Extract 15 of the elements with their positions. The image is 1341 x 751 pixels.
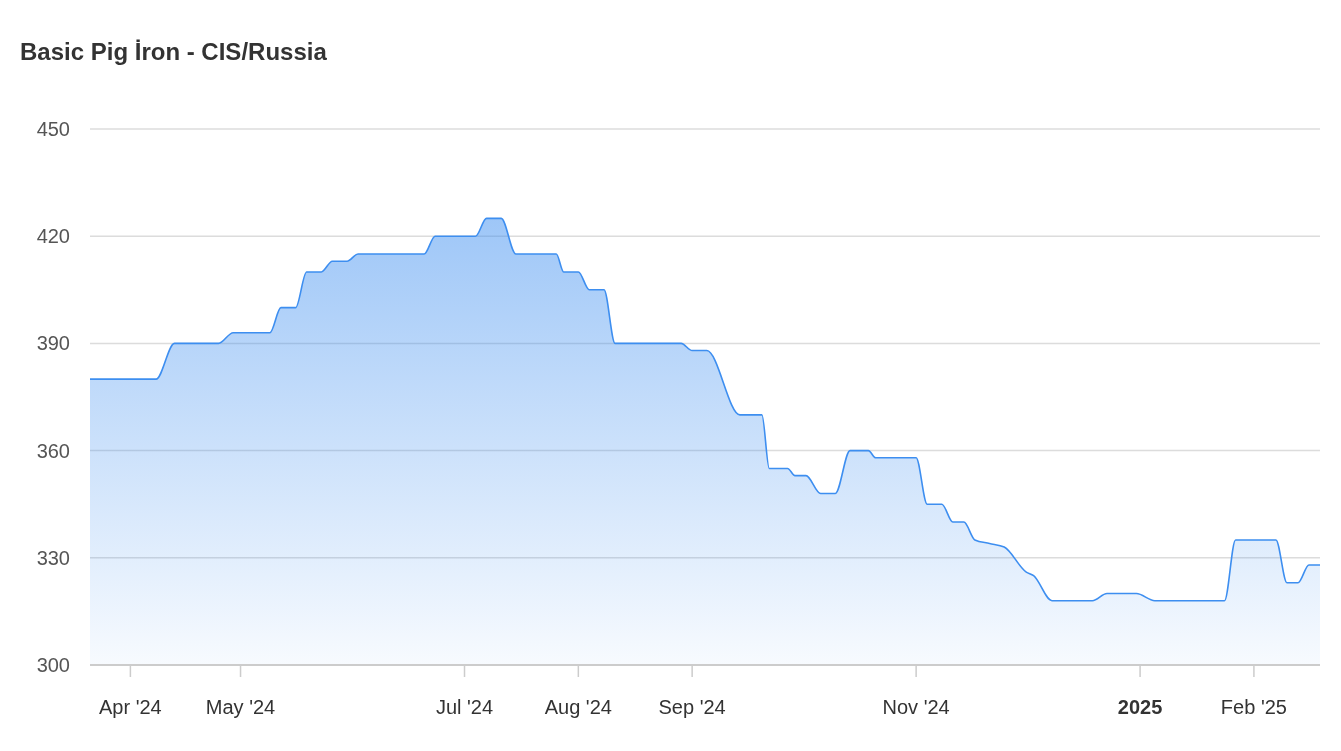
x-tick-label: Nov '24 <box>882 696 950 718</box>
x-tick-label: Aug '24 <box>544 696 612 718</box>
x-tick-label: Sep '24 <box>658 696 726 718</box>
y-tick-label: 390 <box>36 332 70 355</box>
y-tick-label: 450 <box>36 118 70 140</box>
chart-title: Basic Pig İron - CIS/Russia <box>20 38 328 65</box>
x-tick-label: 2025 <box>1117 696 1163 718</box>
x-tick-label: Jul '24 <box>435 696 494 718</box>
x-tick-label: Feb '25 <box>1220 696 1287 718</box>
y-tick-label: 360 <box>36 439 70 462</box>
y-tick-label: 420 <box>36 225 70 248</box>
y-tick-label: 300 <box>36 654 70 676</box>
y-tick-label: 330 <box>36 546 70 569</box>
x-tick-label: May '24 <box>205 696 276 718</box>
x-tick-label: Apr '24 <box>99 696 162 718</box>
